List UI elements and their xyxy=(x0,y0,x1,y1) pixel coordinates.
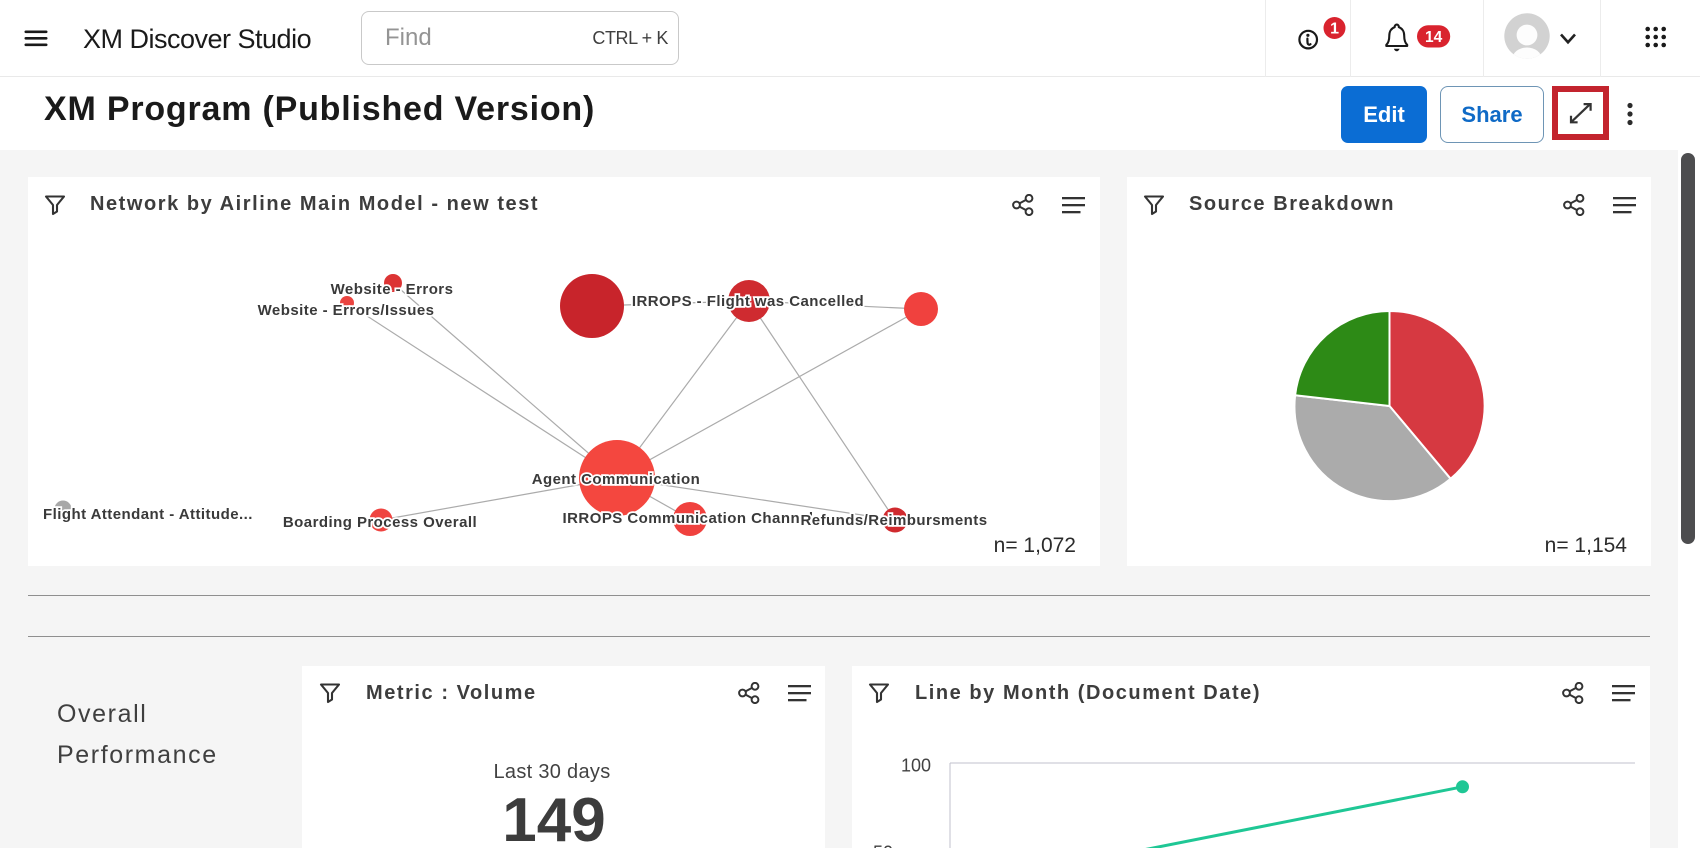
svg-text:Flight Attendant - Attitude...: Flight Attendant - Attitude... xyxy=(43,506,253,523)
svg-text:IRROPS Communication Channel: IRROPS Communication Channel xyxy=(563,510,814,527)
svg-text:1: 1 xyxy=(1330,21,1339,38)
svg-text:Website - Errors/Issues: Website - Errors/Issues xyxy=(258,302,435,319)
svg-text:Website - Errors: Website - Errors xyxy=(331,281,454,298)
svg-text:Agent Communication: Agent Communication xyxy=(532,471,701,488)
svg-text:Refunds/Reimbursments: Refunds/Reimbursments xyxy=(801,512,988,529)
svg-text:Boarding Process Overall: Boarding Process Overall xyxy=(283,514,477,531)
svg-text:14: 14 xyxy=(1425,29,1443,46)
svg-text:50: 50 xyxy=(873,843,893,849)
svg-text:100: 100 xyxy=(901,756,931,776)
svg-text:IRROPS - Flight was Cancelled: IRROPS - Flight was Cancelled xyxy=(632,293,864,310)
